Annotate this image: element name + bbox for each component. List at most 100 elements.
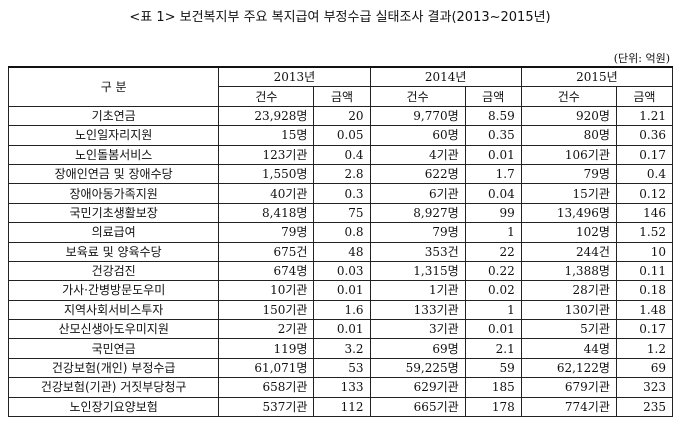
amount-2015-cell: 69 [615,357,674,379]
amount-2014-cell: 185 [464,377,522,398]
count-2013-cell: 23,928명 [218,105,315,127]
count-2013-cell: 675건 [218,241,315,262]
count-2015-cell: 80명 [520,125,617,146]
count-2013-cell: 119명 [218,338,315,359]
count-2014-cell: 622명 [369,163,466,185]
count-2014-cell: 353건 [369,241,466,262]
amount-2015-cell: 0.36 [615,125,674,146]
header-count: 건수 [520,86,617,107]
amount-2014-cell: 99 [464,202,522,224]
row-category-cell: 산모신생아도우미지원 [7,319,220,340]
amount-2013-cell: 0.4 [313,144,371,165]
table-title: <표 1> 보건복지부 주요 복지급여 부정수급 실태조사 결과(2013~20… [129,10,551,25]
table-row: 의료급여 79명 0.8 79명 1 102명 1.52 [7,222,674,243]
count-2014-cell: 1,315명 [369,260,466,282]
amount-2015-cell: 0.11 [615,260,674,282]
header-row-fields: 건수 금액 건수 금액 건수 금액 [9,86,674,107]
amount-2013-cell: 0.01 [313,319,371,340]
amount-2015-cell: 323 [615,377,674,398]
table-row: 국민기초생활보장 8,418명 75 8,927명 99 13,496명 146 [7,202,674,224]
amount-2015-cell: 0.18 [615,280,674,301]
header-count: 건수 [218,86,315,107]
table-row: 가사·간병방문도우미 10기관 0.01 1기관 0.02 28기관 0.18 [7,280,674,301]
table-body: 기초연금 23,928명 20 9,770명 8.59 920명 1.21 노인일자리지원 15… [7,105,674,418]
count-2014-cell: 8,927명 [369,202,466,224]
count-2015-cell: 28기관 [520,280,617,301]
count-2013-cell: 1,550명 [218,163,315,185]
header-category: 구 분 [7,65,220,107]
table-row: 기초연금 23,928명 20 9,770명 8.59 920명 1.21 [7,105,674,127]
table-row: 보육료 및 양육수당 675건 48 353건 22 244건 10 [7,241,674,262]
amount-2014-cell: 1 [464,299,522,321]
count-2015-cell: 920명 [520,105,617,127]
amount-2013-cell: 48 [313,241,371,262]
count-2015-cell: 102명 [520,222,617,243]
count-2013-cell: 79명 [218,222,315,243]
count-2013-cell: 674명 [218,260,315,282]
amount-2015-cell: 1.21 [615,105,674,127]
data-table: 구 분 2013년 2014년 2015년 건수 금액 건수 금액 건수 금액 … [7,65,674,418]
count-2014-cell: 69명 [369,338,466,359]
table-row: 국민연금 119명 3.2 69명 2.1 44명 1.2 [7,338,674,359]
amount-2015-cell: 146 [615,202,674,224]
count-2014-cell: 665기관 [369,396,466,418]
row-category-cell: 장애인연금 및 장애수당 [7,163,220,185]
amount-2014-cell: 0.01 [464,144,522,165]
count-2015-cell: 15기관 [520,183,617,204]
header-year-2013: 2013년 [218,66,371,88]
row-category-cell: 국민기초생활보장 [7,202,220,224]
table-row: 건강검진 674명 0.03 1,315명 0.22 1,388명 0.11 [7,260,674,282]
row-category-cell: 기초연금 [7,105,220,127]
count-2014-cell: 6기관 [369,183,466,204]
header-amount: 금액 [615,86,674,107]
amount-2014-cell: 59 [464,357,522,379]
count-2014-cell: 79명 [369,222,466,243]
count-2014-cell: 629기관 [369,377,466,398]
amount-2013-cell: 75 [313,202,371,224]
amount-2015-cell: 0.4 [615,163,674,185]
amount-2015-cell: 1.2 [615,338,674,359]
amount-2014-cell: 1 [464,222,522,243]
count-2013-cell: 10기관 [218,280,315,301]
row-category-cell: 건강검진 [7,260,220,282]
amount-2013-cell: 112 [313,396,371,418]
header-count: 건수 [369,86,466,107]
header-row-years: 구 분 2013년 2014년 2015년 [7,65,674,107]
count-2014-cell: 4기관 [369,144,466,165]
amount-2014-cell: 22 [464,241,522,262]
amount-2014-cell: 8.59 [464,105,522,127]
table-row: 장애인연금 및 장애수당 1,550명 2.8 622명 1.7 79명 0.4 [7,163,674,185]
amount-2015-cell: 10 [615,241,674,262]
count-2013-cell: 61,071명 [218,357,315,379]
count-2014-cell: 1기관 [369,280,466,301]
amount-2014-cell: 0.22 [464,260,522,282]
count-2015-cell: 79명 [520,163,617,185]
count-2013-cell: 658기관 [218,377,315,398]
count-2014-cell: 9,770명 [369,105,466,127]
table-row: 건강보험(기관) 거짓부당청구 658기관 133 629기관 185 679기관 323 [7,377,674,398]
row-category-cell: 가사·간병방문도우미 [7,280,220,301]
count-2014-cell: 133기관 [369,299,466,321]
table-row: 노인일자리지원 15명 0.05 60명 0.35 80명 0.36 [7,125,674,146]
row-category-cell: 노인장기요양보험 [7,396,220,418]
row-category-cell: 건강보험(개인) 부정수급 [7,357,220,379]
amount-2015-cell: 0.12 [615,183,674,204]
table-row: 노인돌봄서비스 123기관 0.4 4기관 0.01 106기관 0.17 [7,144,674,165]
amount-2013-cell: 0.3 [313,183,371,204]
row-category-cell: 건강보험(기관) 거짓부당청구 [7,377,220,398]
table-row: 노인장기요양보험 537기관 112 665기관 178 774기관 235 [7,396,674,418]
count-2013-cell: 8,418명 [218,202,315,224]
count-2014-cell: 3기관 [369,319,466,340]
count-2013-cell: 123기관 [218,144,315,165]
count-2014-cell: 60명 [369,125,466,146]
table-row: 지역사회서비스투자 150기관 1.6 133기관 1 130기관 1.48 [7,299,674,321]
amount-2015-cell: 1.52 [615,222,674,243]
amount-2013-cell: 53 [313,357,371,379]
row-category-cell: 지역사회서비스투자 [7,299,220,321]
amount-2013-cell: 133 [313,377,371,398]
amount-2014-cell: 0.02 [464,280,522,301]
header-year-2015: 2015년 [520,66,674,88]
table-row: 장애아동가족지원 40기관 0.3 6기관 0.04 15기관 0.12 [7,183,674,204]
amount-2013-cell: 0.05 [313,125,371,146]
amount-2013-cell: 1.6 [313,299,371,321]
